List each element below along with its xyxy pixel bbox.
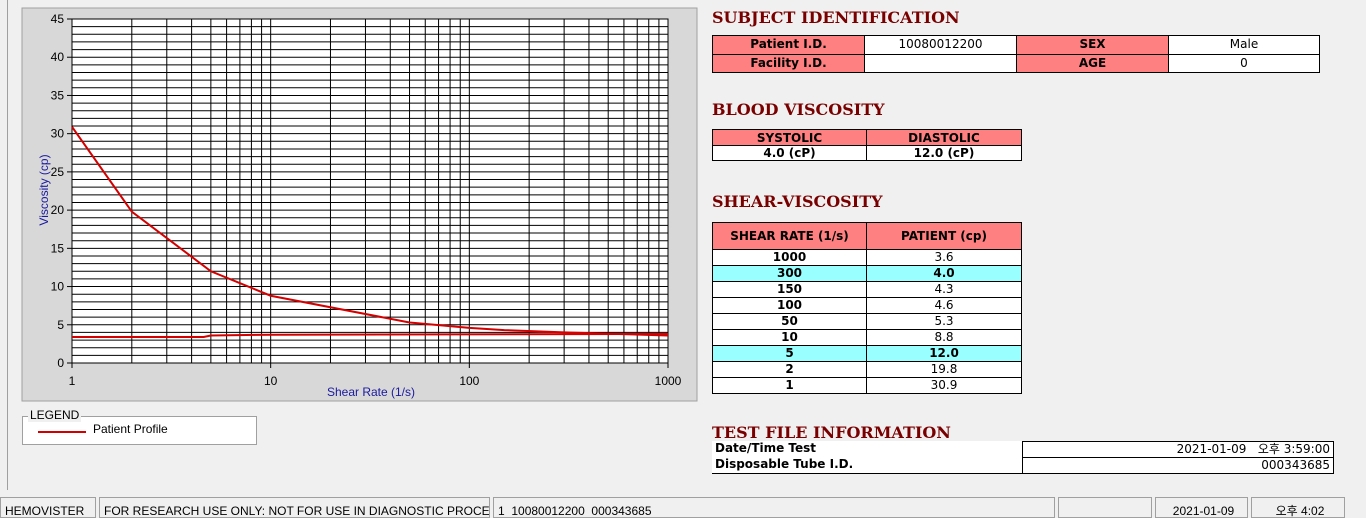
status-panel: 2021-01-09	[1155, 497, 1248, 518]
x-tick-label: 1	[69, 374, 76, 388]
cell: PATIENT (cp)	[866, 222, 1022, 250]
cell: 1	[712, 377, 867, 394]
cell: 150	[712, 281, 867, 298]
cell: 100	[712, 297, 867, 314]
y-tick-label: 20	[51, 203, 65, 217]
status-panel: 오후 4:02	[1251, 497, 1345, 518]
y-axis-label: Viscosity (cp)	[37, 154, 51, 225]
cell: 1000	[712, 249, 867, 266]
y-tick-label: 5	[57, 318, 64, 332]
plot-border	[71, 18, 669, 364]
cell: 2021-01-09 오후 3:59:00	[1022, 441, 1334, 458]
section-title: SHEAR-VISCOSITY	[712, 192, 883, 211]
cell: 12.0	[866, 345, 1022, 362]
cell: 4.0 (cP)	[712, 145, 867, 161]
status-panel: HEMOVISTER	[0, 497, 96, 518]
cell: 2	[712, 361, 867, 378]
y-tick-label: 0	[57, 356, 64, 370]
cell: 8.8	[866, 329, 1022, 346]
cell: 0	[1168, 54, 1320, 73]
cell: 4.6	[866, 297, 1022, 314]
cell: 10	[712, 329, 867, 346]
y-tick-label: 35	[51, 88, 65, 102]
section-title: TEST FILE INFORMATION	[712, 423, 951, 442]
y-tick-label: 40	[51, 50, 65, 64]
plot-area	[72, 19, 668, 363]
chart: Shear Rate (1/s) Viscosity (cp) 0 5 10 15 20…	[21, 7, 698, 402]
legend-swatch	[38, 431, 86, 433]
cell: Date/Time Test	[712, 441, 1023, 458]
x-tick-label: 1000	[655, 374, 682, 388]
data-line	[71, 126, 669, 337]
x-tick-label: 100	[459, 374, 479, 388]
cell: Patient I.D.	[712, 35, 865, 55]
cell: 4.0	[866, 265, 1022, 282]
y-tick-label: 15	[51, 241, 65, 255]
cell: AGE	[1016, 54, 1169, 73]
y-tick-label: 25	[51, 165, 65, 179]
cell: 5	[712, 345, 867, 362]
frame-edge	[7, 0, 8, 490]
cell: 000343685	[1022, 457, 1334, 474]
section-title: BLOOD VISCOSITY	[712, 100, 885, 119]
y-tick-label: 30	[51, 127, 65, 141]
cell: 50	[712, 313, 867, 330]
cell: Disposable Tube I.D.	[712, 457, 1023, 474]
status-panel: FOR RESEARCH USE ONLY: NOT FOR USE IN DI…	[99, 497, 490, 518]
cell: 10080012200	[864, 35, 1017, 55]
cell: 5.3	[866, 313, 1022, 330]
x-axis-label: Shear Rate (1/s)	[327, 385, 415, 399]
cell: 3.6	[866, 249, 1022, 266]
cell: Facility I.D.	[712, 54, 865, 73]
status-panel	[1058, 497, 1152, 518]
cell: 19.8	[866, 361, 1022, 378]
cell: 4.3	[866, 281, 1022, 298]
cell: SEX	[1016, 35, 1169, 55]
cell	[864, 54, 1017, 73]
cell: SYSTOLIC	[712, 129, 867, 146]
cell: DIASTOLIC	[866, 129, 1022, 146]
section-title: SUBJECT IDENTIFICATION	[712, 8, 960, 27]
cell: SHEAR RATE (1/s)	[712, 222, 867, 250]
status-panel: 1 10080012200 000343685	[493, 497, 1055, 518]
cell: 30.9	[866, 377, 1022, 394]
legend-entry: Patient Profile	[93, 422, 168, 436]
y-tick-label: 45	[51, 12, 65, 26]
cell: Male	[1168, 35, 1320, 55]
cell: 12.0 (cP)	[866, 145, 1022, 161]
cell: 300	[712, 265, 867, 282]
y-tick-label: 10	[51, 280, 65, 294]
x-tick-label: 10	[264, 374, 278, 388]
data-line	[72, 332, 669, 339]
legend-title: LEGEND	[28, 408, 82, 422]
